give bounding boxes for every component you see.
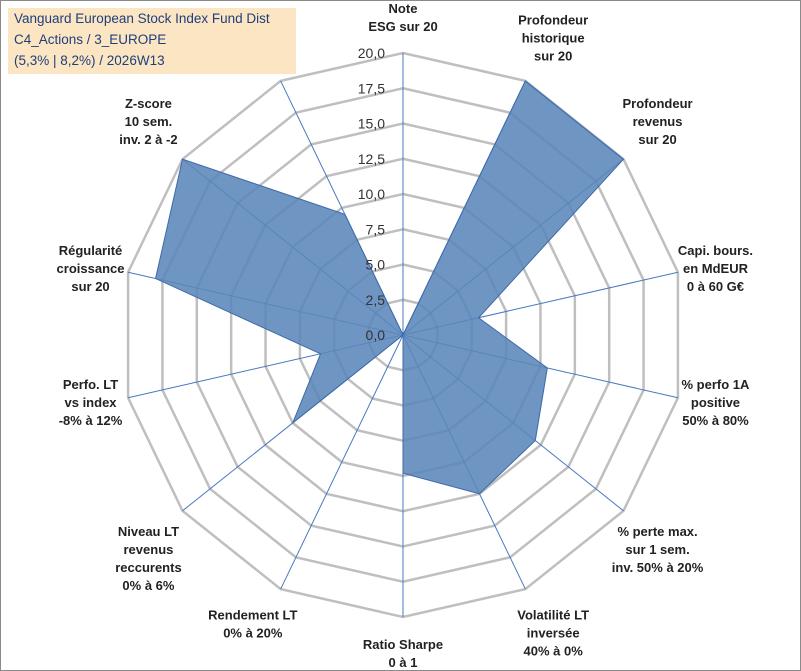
axis-label-line: 50% à 80% xyxy=(682,413,749,428)
radial-tick-label: 20,0 xyxy=(358,45,385,61)
axis-label-line: 10 sem. xyxy=(125,114,173,129)
axis-label-line: sur 1 sem. xyxy=(625,542,689,557)
radial-tick-label: 2,5 xyxy=(366,292,386,308)
radial-tick-label: 7,5 xyxy=(366,221,386,237)
axis-spoke xyxy=(280,334,404,590)
axis-label-line: 40% à 0% xyxy=(524,643,584,658)
axis-label: Profondeur revenus sur 20 xyxy=(623,96,693,147)
axis-label-line: sur 20 xyxy=(534,49,572,64)
axis-label-line: ESG sur 20 xyxy=(368,19,437,34)
axis-label: Perfo. LT vs index -8% à 12% xyxy=(59,377,123,428)
axis-label-line: Régularité xyxy=(59,243,123,258)
axis-label: Capi. bours. en MdEUR 0 à 60 G€ xyxy=(678,243,753,294)
axis-label-line: % perte max. xyxy=(617,524,697,539)
axis-label: Rendement LT 0% à 20% xyxy=(208,607,297,640)
axis-label-line: Capi. bours. xyxy=(678,243,753,258)
axis-label-line: Ratio Sharpe xyxy=(363,637,443,652)
axis-label: Régularité croissance sur 20 xyxy=(57,243,125,294)
axis-label-line: croissance xyxy=(57,261,125,276)
axis-label: Niveau LT revenus reccurents 0% à 6% xyxy=(115,524,181,593)
radial-tick-label: 12,5 xyxy=(358,151,385,167)
axis-label-line: Z-score xyxy=(125,96,172,111)
axis-label: % perte max. sur 1 sem. inv. 50% à 20% xyxy=(612,524,704,575)
fund-stats-week: (5,3% | 8,2%) / 2026W13 xyxy=(14,53,165,68)
axis-label-line: Profondeur xyxy=(518,13,588,28)
radial-tick-label: 15,0 xyxy=(358,116,385,132)
axis-label: Volatilité LT inversée 40% à 0% xyxy=(517,607,589,658)
axis-label: Z-score 10 sem. inv. 2 à -2 xyxy=(119,96,177,147)
axis-label-line: inv. 50% à 20% xyxy=(612,560,704,575)
axis-label-line: Volatilité LT xyxy=(517,607,589,622)
axis-label-line: reccurents xyxy=(115,560,181,575)
axis-label-line: Rendement LT xyxy=(208,607,297,622)
fund-category: C4_Actions / 3_EUROPE xyxy=(14,32,167,47)
axis-label-line: en MdEUR xyxy=(683,261,749,276)
radial-tick-label: 10,0 xyxy=(358,186,385,202)
fund-name: Vanguard European Stock Index Fund Dist xyxy=(14,11,270,26)
series-layer xyxy=(154,80,625,495)
axis-label: Profondeur historique sur 20 xyxy=(518,13,588,64)
axis-label-line: sur 20 xyxy=(638,132,676,147)
axis-label-line: Perfo. LT xyxy=(63,377,118,392)
axis-label-line: Profondeur xyxy=(623,96,693,111)
axis-label: Note ESG sur 20 xyxy=(368,1,437,34)
axis-label-line: 0% à 6% xyxy=(122,578,174,593)
axis-label-line: inv. 2 à -2 xyxy=(119,132,177,147)
axis-label-line: Note xyxy=(389,1,418,16)
axis-label-line: vs index xyxy=(65,395,118,410)
axis-label-line: historique xyxy=(522,31,585,46)
fund-title-box: Vanguard European Stock Index Fund Dist … xyxy=(8,8,296,74)
axis-label-line: 0 à 1 xyxy=(389,655,418,670)
data-area xyxy=(154,80,625,495)
axis-label-line: 0% à 20% xyxy=(223,625,283,640)
axis-label-line: sur 20 xyxy=(71,279,109,294)
radial-tick-label: 17,5 xyxy=(358,80,385,96)
axis-label-line: inversée xyxy=(527,625,580,640)
axis-label: Ratio Sharpe 0 à 1 xyxy=(363,637,443,670)
axis-label-line: 0 à 60 G€ xyxy=(687,279,744,294)
tick-label-layer: 0,0 2,5 5,0 7,5 10,0 12,5 15,0 17,5 20,0 xyxy=(358,45,385,343)
radial-tick-label: 5,0 xyxy=(366,257,386,273)
axis-label-line: positive xyxy=(691,395,740,410)
axis-label-line: revenus xyxy=(124,542,174,557)
axis-label-line: Niveau LT xyxy=(118,524,179,539)
radial-tick-label: 0,0 xyxy=(366,327,386,343)
axis-label-line: -8% à 12% xyxy=(59,413,123,428)
axis-label-line: revenus xyxy=(633,114,683,129)
axis-label: % perfo 1A positive 50% à 80% xyxy=(682,377,751,428)
axis-label-line: % perfo 1A xyxy=(682,377,751,392)
